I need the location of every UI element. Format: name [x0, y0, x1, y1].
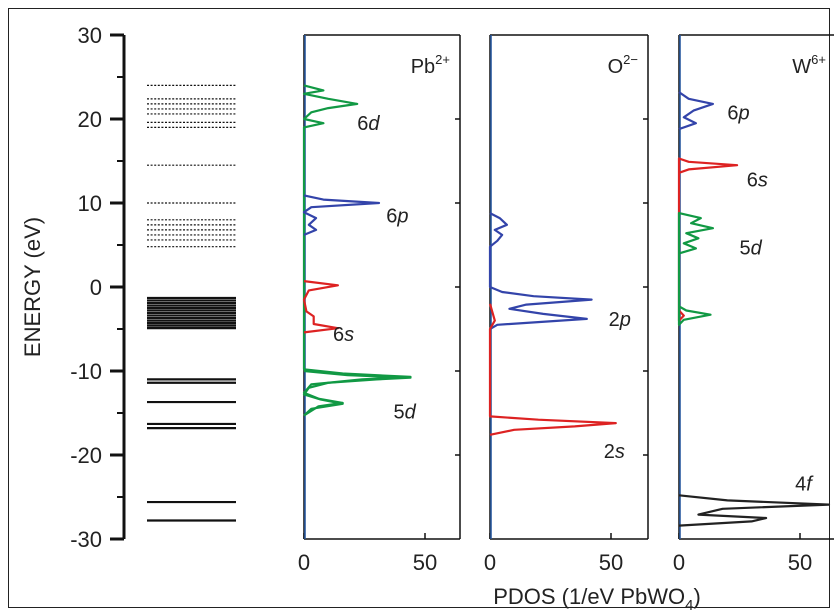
y-axis-label: ENERGY (eV): [20, 217, 45, 357]
x-tick-label: 50: [788, 550, 812, 575]
pdos-panel-0: 0 50 Pb2+ 6d 6p 6s 5d: [298, 34, 461, 575]
pdos-curve-6s: [677, 157, 739, 322]
x-tick-label: 50: [599, 550, 623, 575]
y-tick-label: 30: [78, 23, 102, 48]
x-tick-label: 0: [673, 550, 685, 575]
y-tick-label: 20: [78, 107, 102, 132]
x-tick-label: 0: [484, 550, 496, 575]
pdos-curve-5d: [677, 212, 714, 326]
x-tick-label: 0: [298, 550, 310, 575]
orbital-label-5d: 5d: [740, 238, 763, 260]
pdos-panel-2: 0 50 W6+ 6p 6s 5d 4f: [673, 34, 834, 575]
x-axis-label: PDOS (1/eV PbWO4): [493, 584, 701, 611]
pdos-curve-2s: [488, 303, 617, 436]
pdos-curve-6p: [678, 91, 714, 131]
y-tick-label: 10: [78, 191, 102, 216]
orbital-label-6d: 6d: [357, 113, 380, 135]
figure-frame: [8, 8, 830, 608]
pdos-curve-6p: [302, 194, 381, 236]
pdos-curve-5d: [302, 369, 412, 417]
ion-label: O2−: [608, 52, 638, 78]
orbital-label-6s: 6s: [747, 169, 768, 191]
pdos-curve-6s: [302, 280, 339, 334]
y-tick-label: 0: [90, 275, 102, 300]
pdos-curve-2p: [488, 212, 593, 330]
pdos-panel-1: 0 50 O2− 2p 2s: [484, 34, 649, 575]
orbital-label-2p: 2p: [609, 309, 631, 331]
ion-label: Pb2+: [411, 52, 450, 78]
x-tick-label: 50: [413, 550, 437, 575]
pdos-curve-4f: [678, 494, 831, 527]
y-tick-label: -30: [70, 527, 102, 552]
y-tick-label: -20: [70, 443, 102, 468]
orbital-label-5d: 5d: [394, 401, 417, 423]
y-tick-label: -10: [70, 359, 102, 384]
orbital-label-6p: 6p: [386, 206, 408, 228]
ion-label: W6+: [792, 52, 826, 78]
orbital-label-6p: 6p: [727, 102, 749, 124]
orbital-label-2s: 2s: [604, 441, 625, 463]
orbital-label-4f: 4f: [795, 474, 814, 496]
orbital-label-6s: 6s: [333, 324, 354, 346]
